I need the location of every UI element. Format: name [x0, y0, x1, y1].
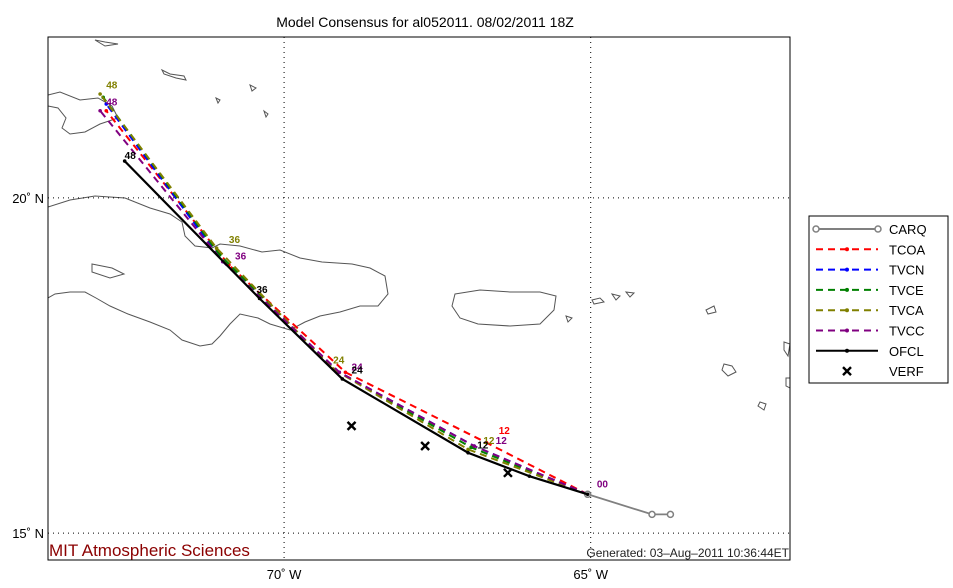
y-tick-label: 20˚ N	[12, 191, 44, 206]
point-ofcl	[340, 377, 345, 381]
forecast-hour-label-tvcc: 36	[235, 252, 247, 263]
point-ofcl	[527, 474, 532, 478]
legend-entry-carq: CARQ	[812, 222, 927, 237]
hispaniola-coastline	[48, 195, 389, 347]
track-ofcl	[123, 160, 588, 496]
point-tvce	[469, 445, 473, 450]
point-tvcc	[98, 108, 102, 113]
legend-label: TCOA	[889, 242, 925, 257]
legend-label: TVCE	[889, 283, 924, 298]
point-ofcl	[466, 450, 470, 455]
legend-label: VERF	[889, 364, 924, 379]
point-tvcn	[104, 102, 109, 106]
cuba-coastline	[48, 91, 119, 135]
point-tvcc	[337, 370, 342, 375]
forecast-hour-label-ofcl: 24	[352, 366, 364, 377]
verf-mark	[346, 421, 357, 431]
map-background	[48, 37, 790, 560]
forecast-hour-label-tvca: 24	[333, 356, 345, 367]
legend-entry-tvce: TVCE	[816, 283, 924, 298]
legend-entry-tvcn: TVCN	[816, 263, 924, 278]
verf-mark	[503, 467, 513, 478]
forecast-hour-label-tvcc: 12	[496, 436, 508, 447]
gonave-island	[91, 263, 126, 279]
bahamas-islands	[94, 39, 269, 119]
legend: CARQ TCOA TVCN TVCE TVCA TVCC OFCL VERF	[808, 215, 949, 384]
legend-label: CARQ	[889, 222, 927, 237]
point-carq	[648, 510, 656, 519]
legend-entry-verf: VERF	[842, 364, 924, 379]
track-tvca	[99, 93, 588, 496]
point-tcoa	[104, 108, 109, 113]
point-carq	[666, 510, 675, 519]
legend-entry-tcoa: TCOA	[816, 242, 925, 257]
legend-label: OFCL	[889, 344, 924, 359]
point-tvca	[98, 92, 102, 96]
point-tvcc	[472, 444, 476, 448]
lesser-antilles	[705, 305, 790, 411]
lat-lon-grid	[48, 37, 790, 560]
legend-entry-tvcc: TVCC	[816, 324, 924, 339]
forecast-hour-label-tvcc: 00	[597, 480, 609, 491]
point-tvca	[466, 447, 470, 452]
point-ofcl	[257, 296, 262, 301]
verification-marks	[346, 421, 513, 478]
puerto-rico-coastline	[451, 289, 557, 327]
y-tick-label: 15˚ N	[12, 526, 44, 541]
verf-mark	[420, 441, 430, 451]
legend-label: TVCN	[889, 263, 924, 278]
legend-label: TVCC	[889, 324, 924, 339]
plot-frame	[47, 36, 791, 561]
x-tick-label: 70˚ W	[267, 567, 302, 582]
point-tcoa	[343, 370, 348, 375]
legend-entry-ofcl: OFCL	[816, 344, 924, 359]
forecast-hour-label-ofcl: 36	[256, 285, 268, 296]
forecast-hour-label-tvcc: 48	[106, 97, 118, 108]
forecast-hour-label-tvcc: 24	[352, 362, 364, 373]
forecast-hour-label-tcoa: 12	[499, 426, 511, 437]
legend-box	[808, 215, 949, 384]
legend-label: TVCA	[889, 303, 924, 318]
point-ofcl	[585, 492, 590, 497]
y-tick-labels: 15˚ N 20˚ N	[12, 191, 44, 541]
point-tvca	[214, 246, 219, 251]
x-tick-label: 65˚ W	[573, 567, 608, 582]
credit-label: MIT Atmospheric Sciences	[49, 541, 250, 560]
generated-timestamp: Generated: 03–Aug–2011 10:36:44ET	[586, 546, 789, 560]
forecast-hour-label-ofcl: 12	[477, 441, 489, 452]
forecast-hour-label-tvca: 12	[483, 436, 495, 447]
x-tick-labels: 70˚ W 65˚ W	[267, 567, 609, 582]
forecast-hour-label-tvca: 48	[106, 81, 118, 92]
virgin-islands	[565, 291, 636, 323]
point-ofcl	[122, 159, 127, 163]
chart-title: Model Consensus for al052011. 08/02/2011…	[276, 14, 574, 30]
forecast-tracks	[98, 92, 675, 519]
legend-entry-tvca: TVCA	[816, 303, 924, 318]
forecast-hour-label-ofcl: 48	[125, 151, 137, 162]
point-tcoa	[484, 440, 489, 445]
forecast-hour-label-tvca: 36	[229, 235, 241, 246]
